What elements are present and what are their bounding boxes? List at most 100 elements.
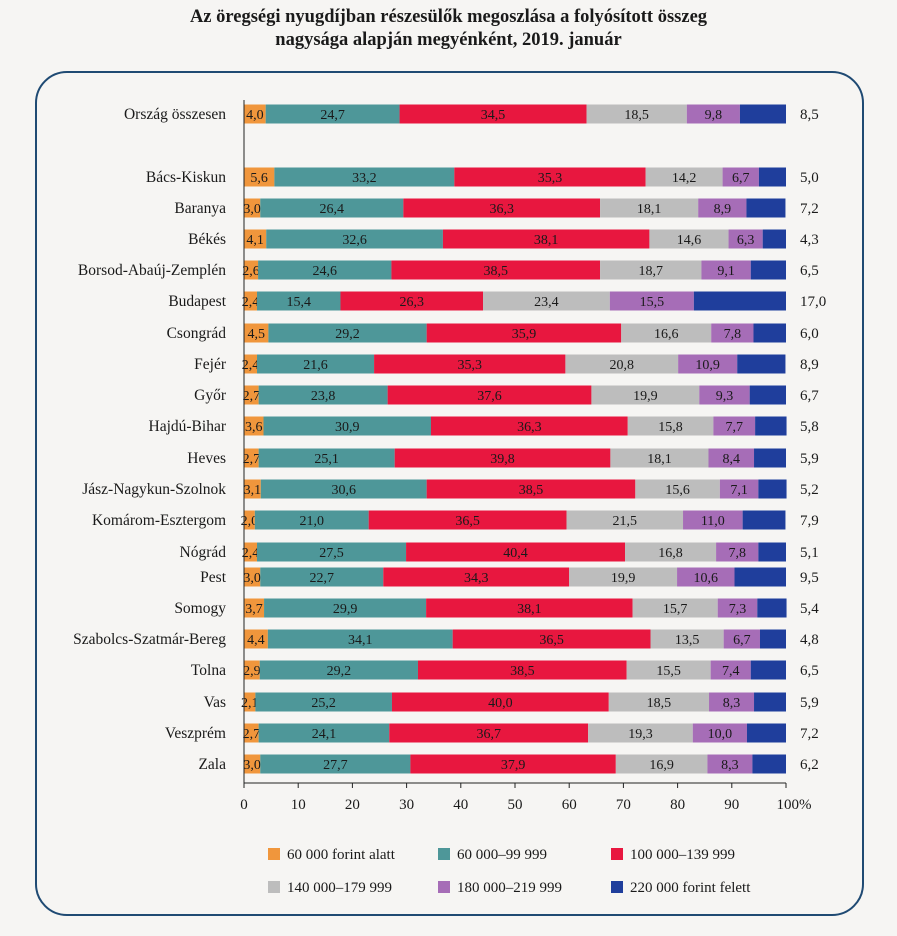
bar-komarom-esztergom-2 (254, 510, 369, 530)
bar-csongrad-6 (753, 323, 786, 343)
chart-frame (35, 71, 864, 916)
bar-fejer-3 (374, 354, 566, 374)
bar-szabolcs-szatmar-bereg-3 (452, 629, 651, 649)
bar-csongrad-2 (268, 323, 427, 343)
data-label: 18,7 (639, 264, 664, 279)
data-label: 7,8 (724, 327, 742, 342)
data-label: 2,7 (243, 389, 261, 404)
data-label: 15,4 (286, 295, 311, 310)
data-label: 37,6 (477, 389, 502, 404)
x-tick-label: 20 (345, 797, 360, 813)
data-label: 34,5 (481, 108, 506, 123)
category-label-fejer: Fejér (194, 356, 227, 373)
bar-baranya-6 (746, 198, 786, 218)
legend-label: 60 000–99 999 (457, 847, 547, 863)
data-label: 7,3 (729, 602, 747, 617)
x-tick-label: 80 (670, 797, 685, 813)
data-label: 18,5 (624, 108, 649, 123)
data-label: 20,8 (610, 358, 635, 373)
bar-borsod-abauj-zemplen-4 (600, 260, 702, 280)
data-label-last: 6,2 (800, 757, 819, 773)
bar-pest-1 (244, 567, 261, 587)
bar-pest-4 (569, 567, 678, 587)
bar-pest-2 (260, 567, 384, 587)
data-label: 13,5 (675, 633, 700, 648)
bar-vas-5 (709, 692, 755, 712)
bar-komarom-esztergom-3 (368, 510, 567, 530)
bar-somogy-1 (244, 598, 265, 618)
bar-zala-3 (410, 754, 616, 774)
category-label-gyor: Győr (194, 387, 227, 404)
legend-swatch (268, 881, 280, 893)
bar-heves-2 (258, 448, 395, 468)
legend-swatch (611, 881, 623, 893)
x-tick-label: 70 (616, 797, 631, 813)
bar-gyor-3 (387, 385, 592, 405)
data-label-last: 5,4 (800, 601, 819, 617)
data-label: 16,6 (654, 327, 679, 342)
legend-swatch (438, 848, 450, 860)
bar-bacs-kiskun-4 (645, 167, 723, 187)
data-label: 18,1 (647, 452, 672, 467)
bar-budapest-4 (483, 291, 610, 311)
data-label: 23,8 (311, 389, 336, 404)
bar-orszag-osszesen-6 (739, 104, 786, 124)
x-tick-label: 10 (291, 797, 306, 813)
category-label-nograd: Nógrád (180, 544, 227, 561)
data-label: 26,4 (320, 202, 345, 217)
data-label: 10,9 (695, 358, 720, 373)
legend-swatch (438, 881, 450, 893)
bar-hajdu-bihar-4 (627, 416, 714, 436)
data-label: 7,8 (728, 546, 746, 561)
bar-hajdu-bihar-6 (755, 416, 787, 436)
data-label: 10,0 (708, 727, 733, 742)
bar-tolna-4 (626, 660, 711, 680)
data-label: 2,9 (243, 664, 261, 679)
bar-jasz-nagykun-szolnok-6 (758, 479, 787, 499)
bar-szabolcs-szatmar-bereg-2 (267, 629, 453, 649)
bar-pest-3 (383, 567, 570, 587)
bar-veszprem-3 (389, 723, 589, 743)
data-label: 6,7 (733, 633, 751, 648)
data-label: 7,1 (730, 483, 748, 498)
bar-vas-6 (754, 692, 786, 712)
bar-bacs-kiskun-6 (758, 167, 786, 187)
bar-bekes-5 (728, 229, 763, 249)
x-tick-label: 30 (399, 797, 414, 813)
data-label: 4,1 (246, 233, 264, 248)
x-tick-label: 100% (777, 797, 812, 813)
data-label: 21,0 (300, 514, 325, 529)
data-label: 10,6 (694, 571, 719, 586)
data-label-last: 5,9 (800, 695, 819, 711)
data-label: 2,4 (242, 546, 260, 561)
bar-fejer-5 (678, 354, 738, 374)
data-label: 15,6 (665, 483, 690, 498)
data-label: 3,0 (243, 202, 261, 217)
category-label-bacs-kiskun: Bács-Kiskun (146, 169, 226, 186)
bar-bekes-3 (442, 229, 650, 249)
bar-nograd-4 (625, 542, 717, 562)
bar-csongrad-3 (426, 323, 622, 343)
data-label-last: 5,8 (800, 419, 819, 435)
category-label-bekes: Békés (188, 231, 226, 248)
bar-somogy-5 (717, 598, 758, 618)
bar-csongrad-4 (621, 323, 712, 343)
legend-swatch (268, 848, 280, 860)
bar-pest-5 (677, 567, 735, 587)
bar-szabolcs-szatmar-bereg-6 (759, 629, 786, 649)
data-label: 38,1 (534, 233, 559, 248)
data-label: 18,5 (647, 696, 672, 711)
category-label-orszag-osszesen: Ország összesen (124, 106, 226, 123)
bar-bacs-kiskun-5 (722, 167, 759, 187)
data-label: 7,4 (722, 664, 740, 679)
bar-veszprem-2 (258, 723, 390, 743)
data-label: 4,4 (247, 633, 265, 648)
bar-fejer-6 (737, 354, 786, 374)
bar-bekes-2 (266, 229, 443, 249)
data-label-last: 8,9 (800, 357, 819, 373)
bar-bacs-kiskun-3 (454, 167, 646, 187)
data-label: 2,0 (241, 514, 259, 529)
bar-komarom-esztergom-1 (244, 510, 255, 530)
category-label-zala: Zala (198, 756, 226, 773)
data-label: 36,5 (455, 514, 480, 529)
